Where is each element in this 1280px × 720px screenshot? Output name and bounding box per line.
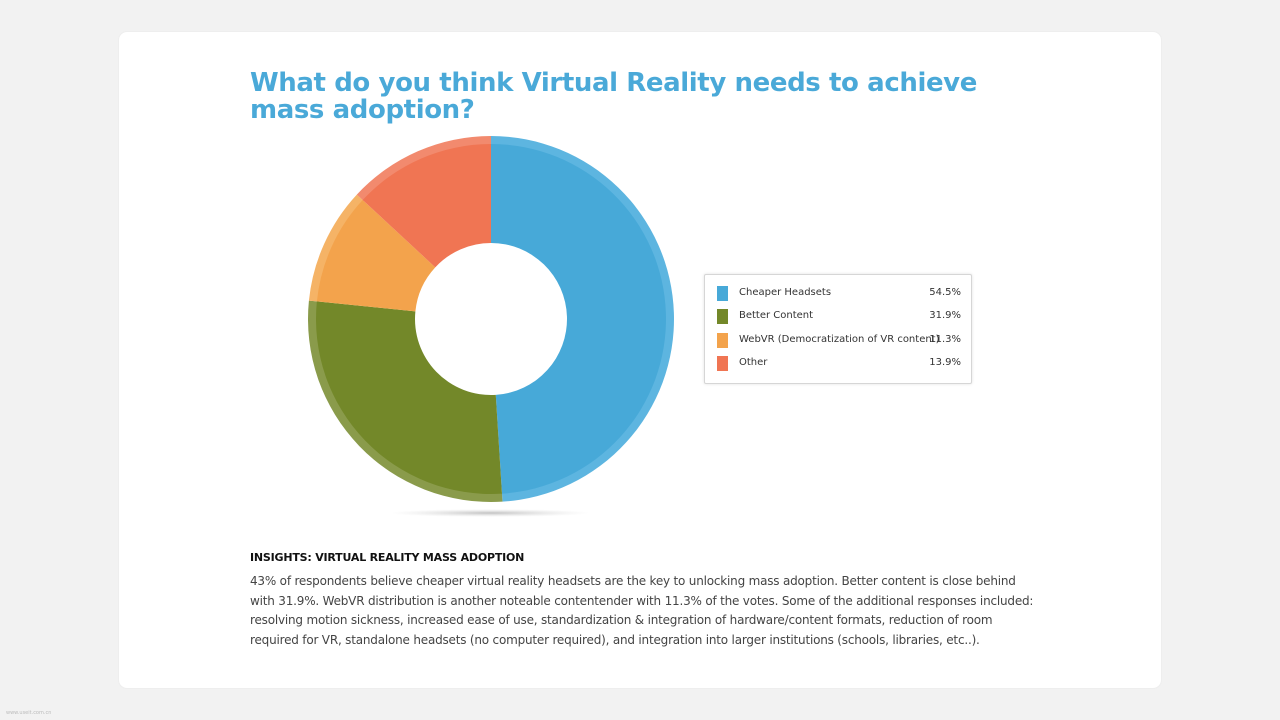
chart-shadow <box>390 509 590 517</box>
legend-value: 54.5% <box>929 287 961 298</box>
insights-heading: INSIGHTS: VIRTUAL REALITY MASS ADOPTION <box>250 551 525 564</box>
legend-value: 11.3% <box>929 333 961 345</box>
watermark: www.useit.com.cn <box>6 710 52 716</box>
slice-cheaper-headsets[interactable] <box>491 144 666 494</box>
donut-slices <box>308 136 674 502</box>
legend-swatch <box>717 355 728 371</box>
legend-label: WebVR (Democratization of VR content) <box>739 333 940 345</box>
legend-swatch <box>717 309 728 325</box>
chart-title: What do you think Virtual Reality needs … <box>250 68 977 125</box>
legend-value: 13.9% <box>929 356 961 368</box>
slice-better-content[interactable] <box>316 301 502 494</box>
donut-chart <box>308 136 674 517</box>
legend-value: 31.9% <box>929 310 961 322</box>
legend-item-other[interactable]: Other 13.9% <box>705 354 971 374</box>
legend-label: Cheaper Headsets <box>739 287 832 298</box>
legend-item-cheaper-headsets[interactable]: Cheaper Headsets 54.5% <box>705 284 971 304</box>
chart-legend: Cheaper Headsets 54.5% Better Content 31.9%… <box>704 274 972 384</box>
legend-item-better-content[interactable]: Better Content 31.9% <box>705 307 971 327</box>
slice-other[interactable] <box>362 144 491 268</box>
legend-swatch <box>717 332 728 348</box>
legend-label: Better Content <box>739 310 814 322</box>
legend-swatch <box>717 286 728 301</box>
insights-text: 43% of respondents believe cheaper virtu… <box>250 574 1034 647</box>
legend-item-webvr-democratization-of-vr-content[interactable]: WebVR (Democratization of VR content) 11.… <box>705 331 971 351</box>
slice-edge-other <box>356 136 491 201</box>
legend-label: Other <box>739 356 768 368</box>
survey-card: What do you think Virtual Reality needs … <box>119 32 1161 688</box>
slice-webvr-democratization-of-vr-content[interactable] <box>316 200 436 312</box>
